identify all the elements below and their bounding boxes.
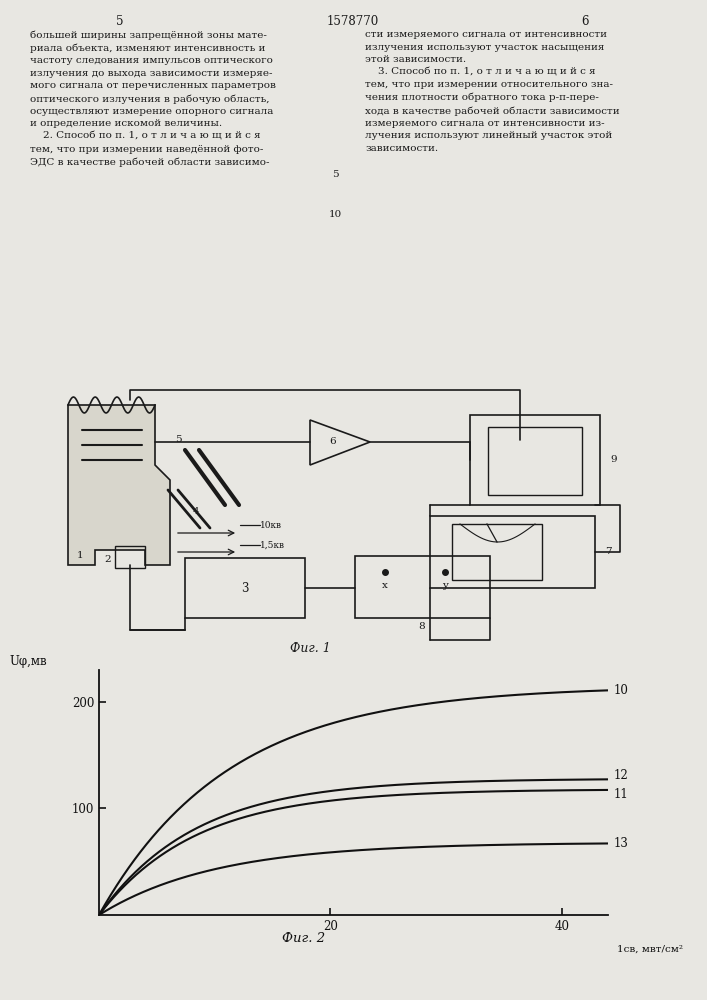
Text: x: x [382,580,388,589]
Text: 1,5кв: 1,5кв [260,540,285,550]
Text: 3: 3 [241,582,249,594]
Text: 13: 13 [614,837,629,850]
Text: 11: 11 [614,788,629,801]
Text: 5: 5 [116,15,124,28]
Text: 12: 12 [614,769,629,782]
Text: 4: 4 [193,508,199,516]
Text: y: y [442,580,448,589]
Text: Uφ,мв: Uφ,мв [9,655,47,668]
Text: 10кв: 10кв [260,520,282,530]
Text: 1578770: 1578770 [327,15,379,28]
Text: Фиг. 1: Фиг. 1 [290,642,330,654]
Text: 1cв, мвт/cм²: 1cв, мвт/cм² [617,945,683,954]
Text: сти измеряемого сигнала от интенсивности
излучения используют участок насыщения
: сти измеряемого сигнала от интенсивности… [365,30,619,153]
Bar [452,524,542,580]
Bar [488,427,582,495]
Text: 6: 6 [581,15,589,28]
Bar [185,558,305,618]
Bar [355,556,490,618]
Text: 8: 8 [419,622,426,631]
Text: 5: 5 [175,436,181,444]
Text: большей ширины запрещённой зоны мате-
риала объекта, изменяют интенсивность и
ча: большей ширины запрещённой зоны мате- ри… [30,30,276,167]
Text: 2: 2 [105,556,111,564]
Text: 6: 6 [329,438,337,446]
Text: 10: 10 [614,684,629,697]
Bar [470,415,600,505]
Text: 5: 5 [332,170,339,179]
Bar [115,546,145,568]
Text: 9: 9 [610,456,617,464]
Text: Фиг. 2: Фиг. 2 [283,932,325,944]
Text: 7: 7 [605,548,612,556]
Polygon shape [68,405,170,565]
Bar [430,516,595,588]
Text: 1: 1 [76,550,83,560]
Text: 10: 10 [328,210,341,219]
